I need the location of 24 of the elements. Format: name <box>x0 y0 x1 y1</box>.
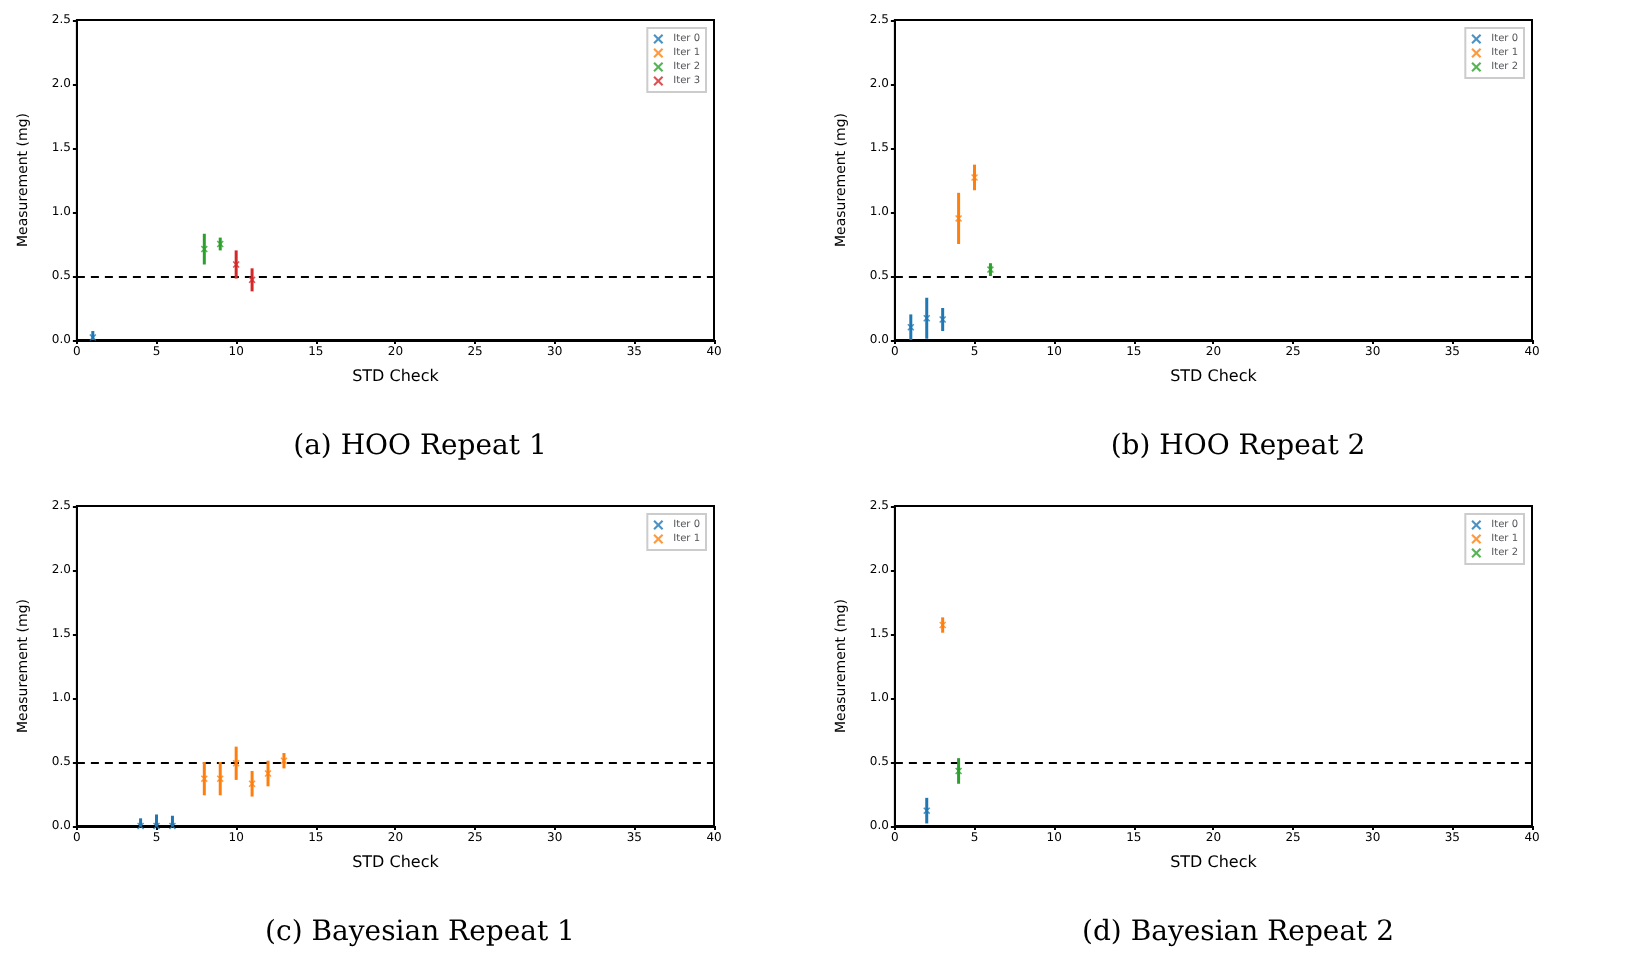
text: (d) Bayesian Repeat 2 <box>1081 916 1395 948</box>
point <box>955 214 963 222</box>
x-axis-title: STD Check <box>1170 852 1258 871</box>
point <box>907 323 915 331</box>
point <box>168 822 176 830</box>
x-axis-title: STD Check <box>1170 366 1258 385</box>
text: (b) HOO Repeat 2 <box>1110 430 1366 462</box>
point <box>923 314 931 322</box>
point <box>232 260 240 268</box>
point <box>200 775 208 783</box>
point <box>200 245 208 253</box>
point <box>232 759 240 767</box>
text: (c) Bayesian Repeat 1 <box>265 916 575 948</box>
text: (a) HOO Repeat 1 <box>293 430 547 462</box>
point <box>955 767 963 775</box>
point <box>939 316 947 324</box>
point <box>264 770 272 778</box>
point <box>971 173 979 181</box>
point <box>216 775 224 783</box>
point <box>923 807 931 815</box>
point <box>248 276 256 284</box>
x-axis-title: STD Check <box>352 852 440 871</box>
x-axis-title: STD Check <box>352 366 440 385</box>
point <box>248 780 256 788</box>
